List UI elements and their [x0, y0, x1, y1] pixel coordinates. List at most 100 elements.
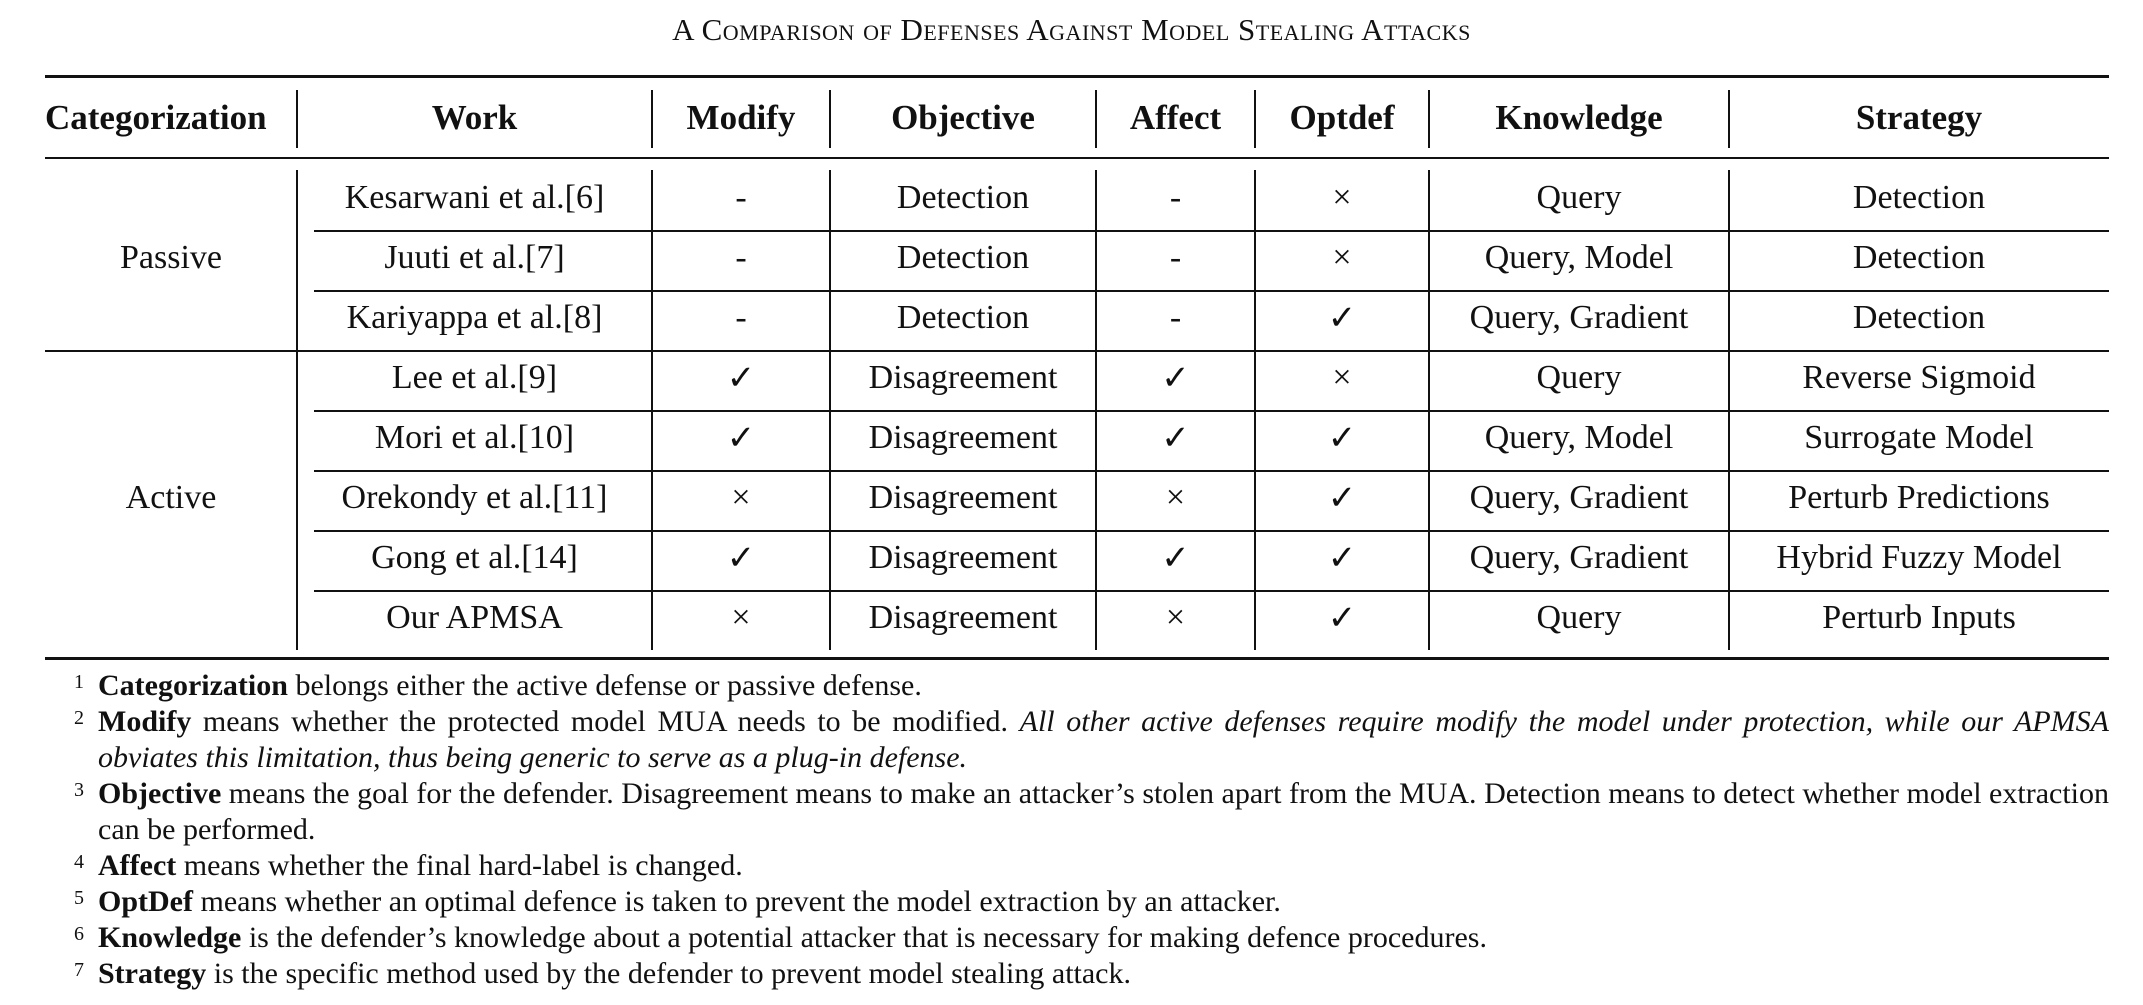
cell-modify: ✓ — [726, 420, 756, 457]
cell-modify: - — [735, 239, 747, 276]
footnote: 1 Categorization belongs either the activ… — [0, 668, 2143, 704]
cell-work: Gong et al.[14] — [371, 539, 578, 576]
cell-work: Mori et al.[10] — [374, 419, 575, 456]
cell-knowledge: Query, Gradient — [1469, 479, 1689, 516]
table-row: Gong et al.[14] ✓ Disagreement ✓ ✓ Query… — [45, 528, 2109, 588]
footnote: 4 Affect means whether the final hard-lab… — [0, 848, 2143, 884]
table-row: Kariyappa et al.[8] - Detection - ✓ Quer… — [45, 288, 2109, 348]
group-divider — [45, 350, 2109, 352]
comparison-table: Categorization Work Modify Objective Aff… — [45, 78, 2109, 648]
footnote-text: means whether the protected model MUA ne… — [191, 705, 1020, 738]
cell-objective: Detection — [896, 179, 1030, 216]
cell-modify: ✓ — [726, 360, 756, 397]
cell-optdef: ✓ — [1327, 420, 1357, 457]
header-objective: Objective — [891, 98, 1035, 137]
table-row: Juuti et al.[7] - Detection - × Query, M… — [45, 228, 2109, 288]
cell-modify: - — [735, 179, 747, 216]
cell-knowledge: Query, Gradient — [1469, 299, 1689, 336]
cell-optdef: × — [1332, 239, 1352, 276]
cell-affect: - — [1169, 239, 1182, 276]
header-categorization: Categorization — [45, 98, 267, 137]
table-caption: A Comparison of Defenses Against Model S… — [672, 12, 1471, 47]
cell-affect: × — [1165, 599, 1186, 636]
cell-modify: × — [731, 479, 751, 516]
cell-work: Lee et al.[9] — [391, 359, 558, 396]
header-row: Categorization Work Modify Objective Aff… — [45, 78, 2109, 158]
cell-knowledge: Query, Model — [1484, 239, 1674, 276]
cell-objective: Disagreement — [868, 539, 1058, 576]
cell-knowledge: Query — [1536, 359, 1622, 396]
cell-modify: - — [735, 299, 747, 336]
cell-modify: ✓ — [726, 540, 756, 577]
top-rule — [45, 75, 2109, 78]
header-strategy: Strategy — [1855, 98, 1983, 137]
footnote-term: Objective — [98, 777, 222, 810]
cell-objective: Disagreement — [868, 359, 1058, 396]
cell-affect: - — [1169, 299, 1182, 336]
header-divider — [829, 90, 831, 148]
footnote-text: is the defender’s knowledge about a pote… — [241, 921, 1487, 954]
table-row: Mori et al.[10] ✓ Disagreement ✓ ✓ Query… — [45, 408, 2109, 468]
footnote-text: means the goal for the defender. Disagre… — [98, 777, 2109, 846]
row-divider — [314, 230, 2109, 232]
footnote: 5 OptDef means whether an optimal defence… — [0, 884, 2143, 920]
row-divider — [314, 290, 2109, 292]
column-divider — [296, 170, 298, 650]
header-divider — [1728, 90, 1730, 148]
cell-work: Orekondy et al.[11] — [341, 479, 608, 516]
cell-objective: Detection — [896, 239, 1030, 276]
footnotes: 1 Categorization belongs either the activ… — [0, 668, 2143, 992]
footnote-term: Modify — [98, 705, 192, 738]
row-divider — [314, 530, 2109, 532]
cell-optdef: ✓ — [1327, 600, 1357, 637]
cell-strategy: Detection — [1852, 179, 1986, 216]
footnote-number: 3 — [74, 779, 84, 801]
cell-objective: Disagreement — [868, 599, 1058, 636]
header-modify: Modify — [686, 98, 796, 137]
footnote-number: 7 — [74, 959, 84, 981]
header-divider — [1254, 90, 1256, 148]
footnote-italic-text: All other active defenses require modify… — [98, 705, 2109, 774]
header-divider — [1428, 90, 1430, 148]
table-row: Active Lee et al.[9] ✓ Disagreement ✓ × … — [45, 348, 2109, 516]
cell-objective: Disagreement — [868, 479, 1058, 516]
footnote-number: 5 — [74, 887, 84, 909]
cell-knowledge: Query — [1536, 179, 1622, 216]
cell-affect: ✓ — [1161, 540, 1190, 577]
group-label-passive: Passive — [120, 239, 222, 276]
footnote-number: 2 — [74, 707, 84, 729]
header-divider — [296, 90, 298, 148]
header-divider — [651, 90, 653, 148]
cell-objective: Detection — [896, 299, 1030, 336]
cell-work: Kesarwani et al.[6] — [344, 179, 605, 216]
footnote: 2 Modify means whether the protected mode… — [0, 704, 2143, 776]
cell-work: Kariyappa et al.[8] — [346, 299, 603, 336]
header-optdef: Optdef — [1289, 98, 1395, 137]
footnote-number: 1 — [74, 671, 84, 693]
header-work: Work — [431, 98, 518, 137]
footnote-number: 6 — [74, 923, 84, 945]
footnote-text: belongs either the active defense or pas… — [287, 669, 922, 702]
footnote-text: means whether the final hard-label is ch… — [176, 849, 743, 882]
row-divider — [314, 470, 2109, 472]
footnote: 6 Knowledge is the defender’s knowledge a… — [0, 920, 2143, 956]
cell-strategy: Detection — [1852, 299, 1986, 336]
footnote-term: Knowledge — [98, 921, 242, 954]
header-affect: Affect — [1129, 98, 1222, 137]
cell-optdef: × — [1332, 179, 1352, 216]
table-row: Orekondy et al.[11] × Disagreement × ✓ Q… — [45, 468, 2109, 528]
bottom-rule — [45, 657, 2109, 660]
cell-optdef: × — [1332, 359, 1352, 396]
row-divider — [314, 410, 2109, 412]
cell-strategy: Perturb Inputs — [1822, 599, 2016, 636]
group-label-active: Active — [125, 479, 217, 516]
table-row: Passive Kesarwani et al.[6] - Detection … — [45, 168, 2109, 276]
cell-optdef: ✓ — [1327, 300, 1357, 337]
cell-strategy: Perturb Predictions — [1788, 479, 2050, 516]
header-divider — [1095, 90, 1097, 148]
header-rule — [45, 157, 2109, 159]
cell-affect: ✓ — [1161, 420, 1190, 457]
footnote-term: Affect — [98, 849, 177, 882]
cell-work: Juuti et al.[7] — [384, 239, 565, 276]
